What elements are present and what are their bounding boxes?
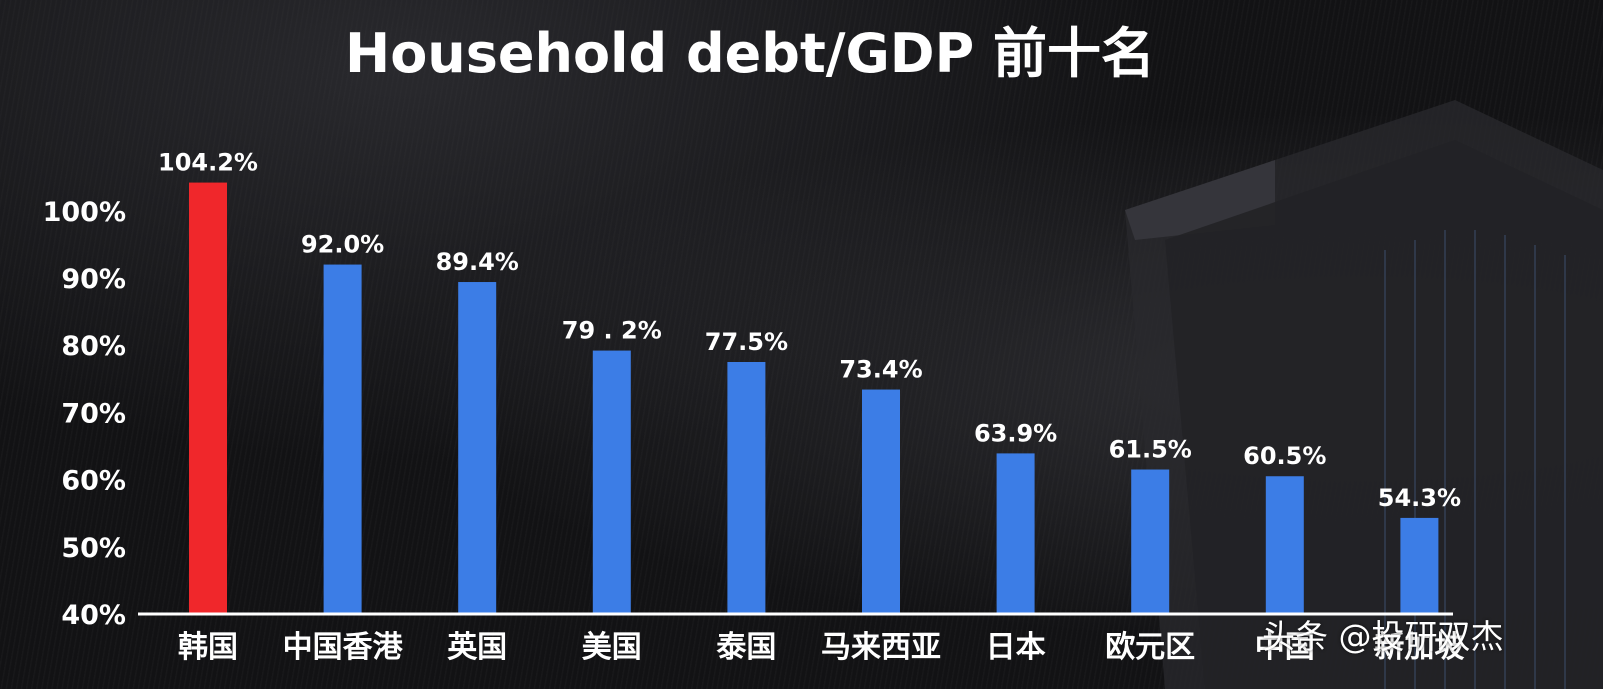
bar-value-label: 60.5% [1243, 442, 1326, 470]
y-tick-label: 60% [61, 466, 126, 497]
y-tick-label: 50% [61, 533, 126, 564]
bar [592, 350, 631, 614]
bar-value-label: 79 . 2% [562, 317, 662, 345]
y-tick-label: 40% [61, 600, 126, 631]
category-labels-group: 韩国 中国香港 英国 美国 泰国 马来西亚 日本 欧元区 中国 新加坡 [178, 630, 1464, 665]
y-tick-label: 70% [61, 398, 126, 429]
y-axis-ticks: 40% 50% 60% 70% 80% 90% 100% [43, 197, 126, 631]
category-label: 泰国 [716, 630, 776, 665]
category-label: 马来西亚 [821, 630, 941, 665]
bar-value-label: 61.5% [1109, 436, 1192, 464]
bar [727, 362, 766, 614]
bar-value-label: 104.2% [158, 149, 258, 177]
category-label: 韩国 [178, 630, 238, 665]
bar [1131, 469, 1170, 614]
chart-title: Household debt/GDP 前十名 [345, 22, 1155, 85]
bar [458, 282, 497, 614]
category-label: 日本 [986, 630, 1046, 665]
category-label: 美国 [582, 630, 642, 665]
category-label: 中国香港 [283, 630, 404, 665]
y-tick-label: 90% [61, 264, 126, 295]
category-label: 英国 [447, 630, 507, 665]
category-label: 新加坡 [1374, 630, 1464, 665]
watermark-text: 头条 @投研双杰 [1262, 617, 1504, 656]
bar [862, 389, 900, 614]
bar-value-label: 63.9% [974, 419, 1057, 447]
bar-value-label: 73.4% [839, 356, 922, 384]
category-label: 中国 [1255, 630, 1315, 665]
bar [1400, 517, 1439, 614]
bars-group [189, 182, 1439, 615]
bar [996, 453, 1035, 614]
bar-value-label: 77.5% [705, 328, 788, 356]
bar [1265, 476, 1304, 614]
value-labels-group: 104.2% 92.0% 89.4% 79 . 2% 77.5% 73.4% 63.9% 61… [158, 149, 1461, 512]
bar-value-label: 54.3% [1378, 484, 1461, 512]
bar-value-label: 89.4% [436, 248, 519, 276]
bar [323, 264, 362, 614]
y-tick-label: 100% [43, 197, 126, 228]
y-tick-label: 80% [61, 331, 126, 362]
bar [189, 182, 227, 615]
category-label: 欧元区 [1105, 630, 1195, 665]
bar-value-label: 92.0% [301, 231, 384, 259]
